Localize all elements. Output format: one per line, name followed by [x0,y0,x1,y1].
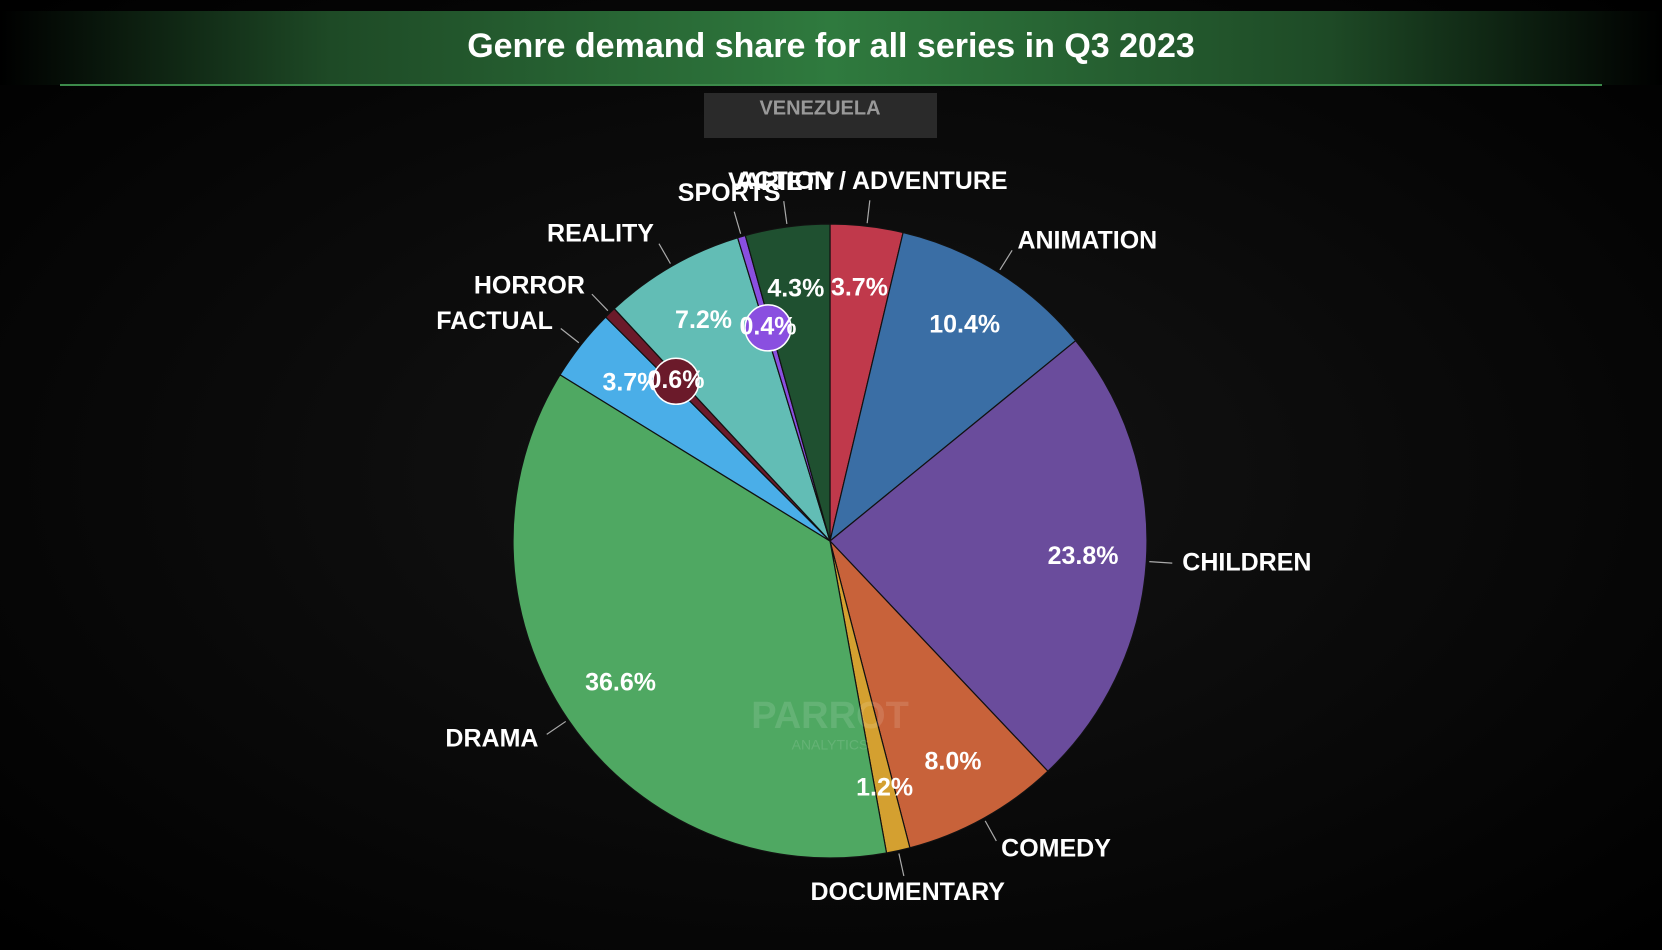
pie-slice [512,373,888,859]
category-label: COMEDY [1001,834,1111,862]
subtitle-box [704,93,937,138]
value-label: 1.2% [856,773,913,801]
value-label: 36.6% [585,669,656,697]
category-label: SPORTS [678,179,781,207]
leader-line [591,293,609,312]
category-label: HORROR [474,272,585,300]
value-label: 7.2% [675,306,732,334]
value-label: 0.4% [740,313,797,341]
pie-slice [829,339,1148,773]
leader-line [898,853,905,877]
leader-line [560,327,580,344]
category-label: ACTION / ADVENTURE [736,167,1007,195]
title-bar [0,11,1662,85]
value-label: 4.3% [767,274,824,302]
pie-slice [829,231,1077,543]
leader-line [984,820,997,842]
leader-line [546,720,567,735]
pie: 3.7% ACTION / ADVENTURE 10.4% ANIMATION 23.8… [436,167,1311,906]
leader-line [866,200,871,224]
value-label: 3.7% [602,368,659,396]
leader-line [783,201,788,225]
leader-line [999,250,1013,271]
value-label: 23.8% [1048,542,1119,570]
leader-line [733,211,742,234]
category-label: DRAMA [445,725,538,753]
value-badge [652,357,700,406]
category-label: DOCUMENTARY [811,878,1006,906]
category-label: CHILDREN [1182,548,1311,576]
value-label: 0.6% [647,366,704,394]
pie-slice [829,540,1049,849]
value-label: 10.4% [929,311,1000,339]
leader-line [658,243,671,264]
watermark: PARROT [751,695,909,737]
watermark: ANALYTICS [792,737,869,753]
chart-title: Genre demand share for all series in Q3 … [467,27,1195,65]
pie-slice [744,223,831,542]
leader-line [1149,561,1173,564]
value-badge [744,304,792,352]
value-label: 3.7% [831,274,888,302]
category-label: ANIMATION [1017,226,1157,254]
value-label: 8.0% [924,747,981,775]
pie-slice [613,237,831,542]
category-label: VARIETY [728,168,835,196]
category-label: REALITY [547,220,654,248]
subtitle: VENEZUELA [759,97,880,119]
category-label: FACTUAL [436,307,553,335]
